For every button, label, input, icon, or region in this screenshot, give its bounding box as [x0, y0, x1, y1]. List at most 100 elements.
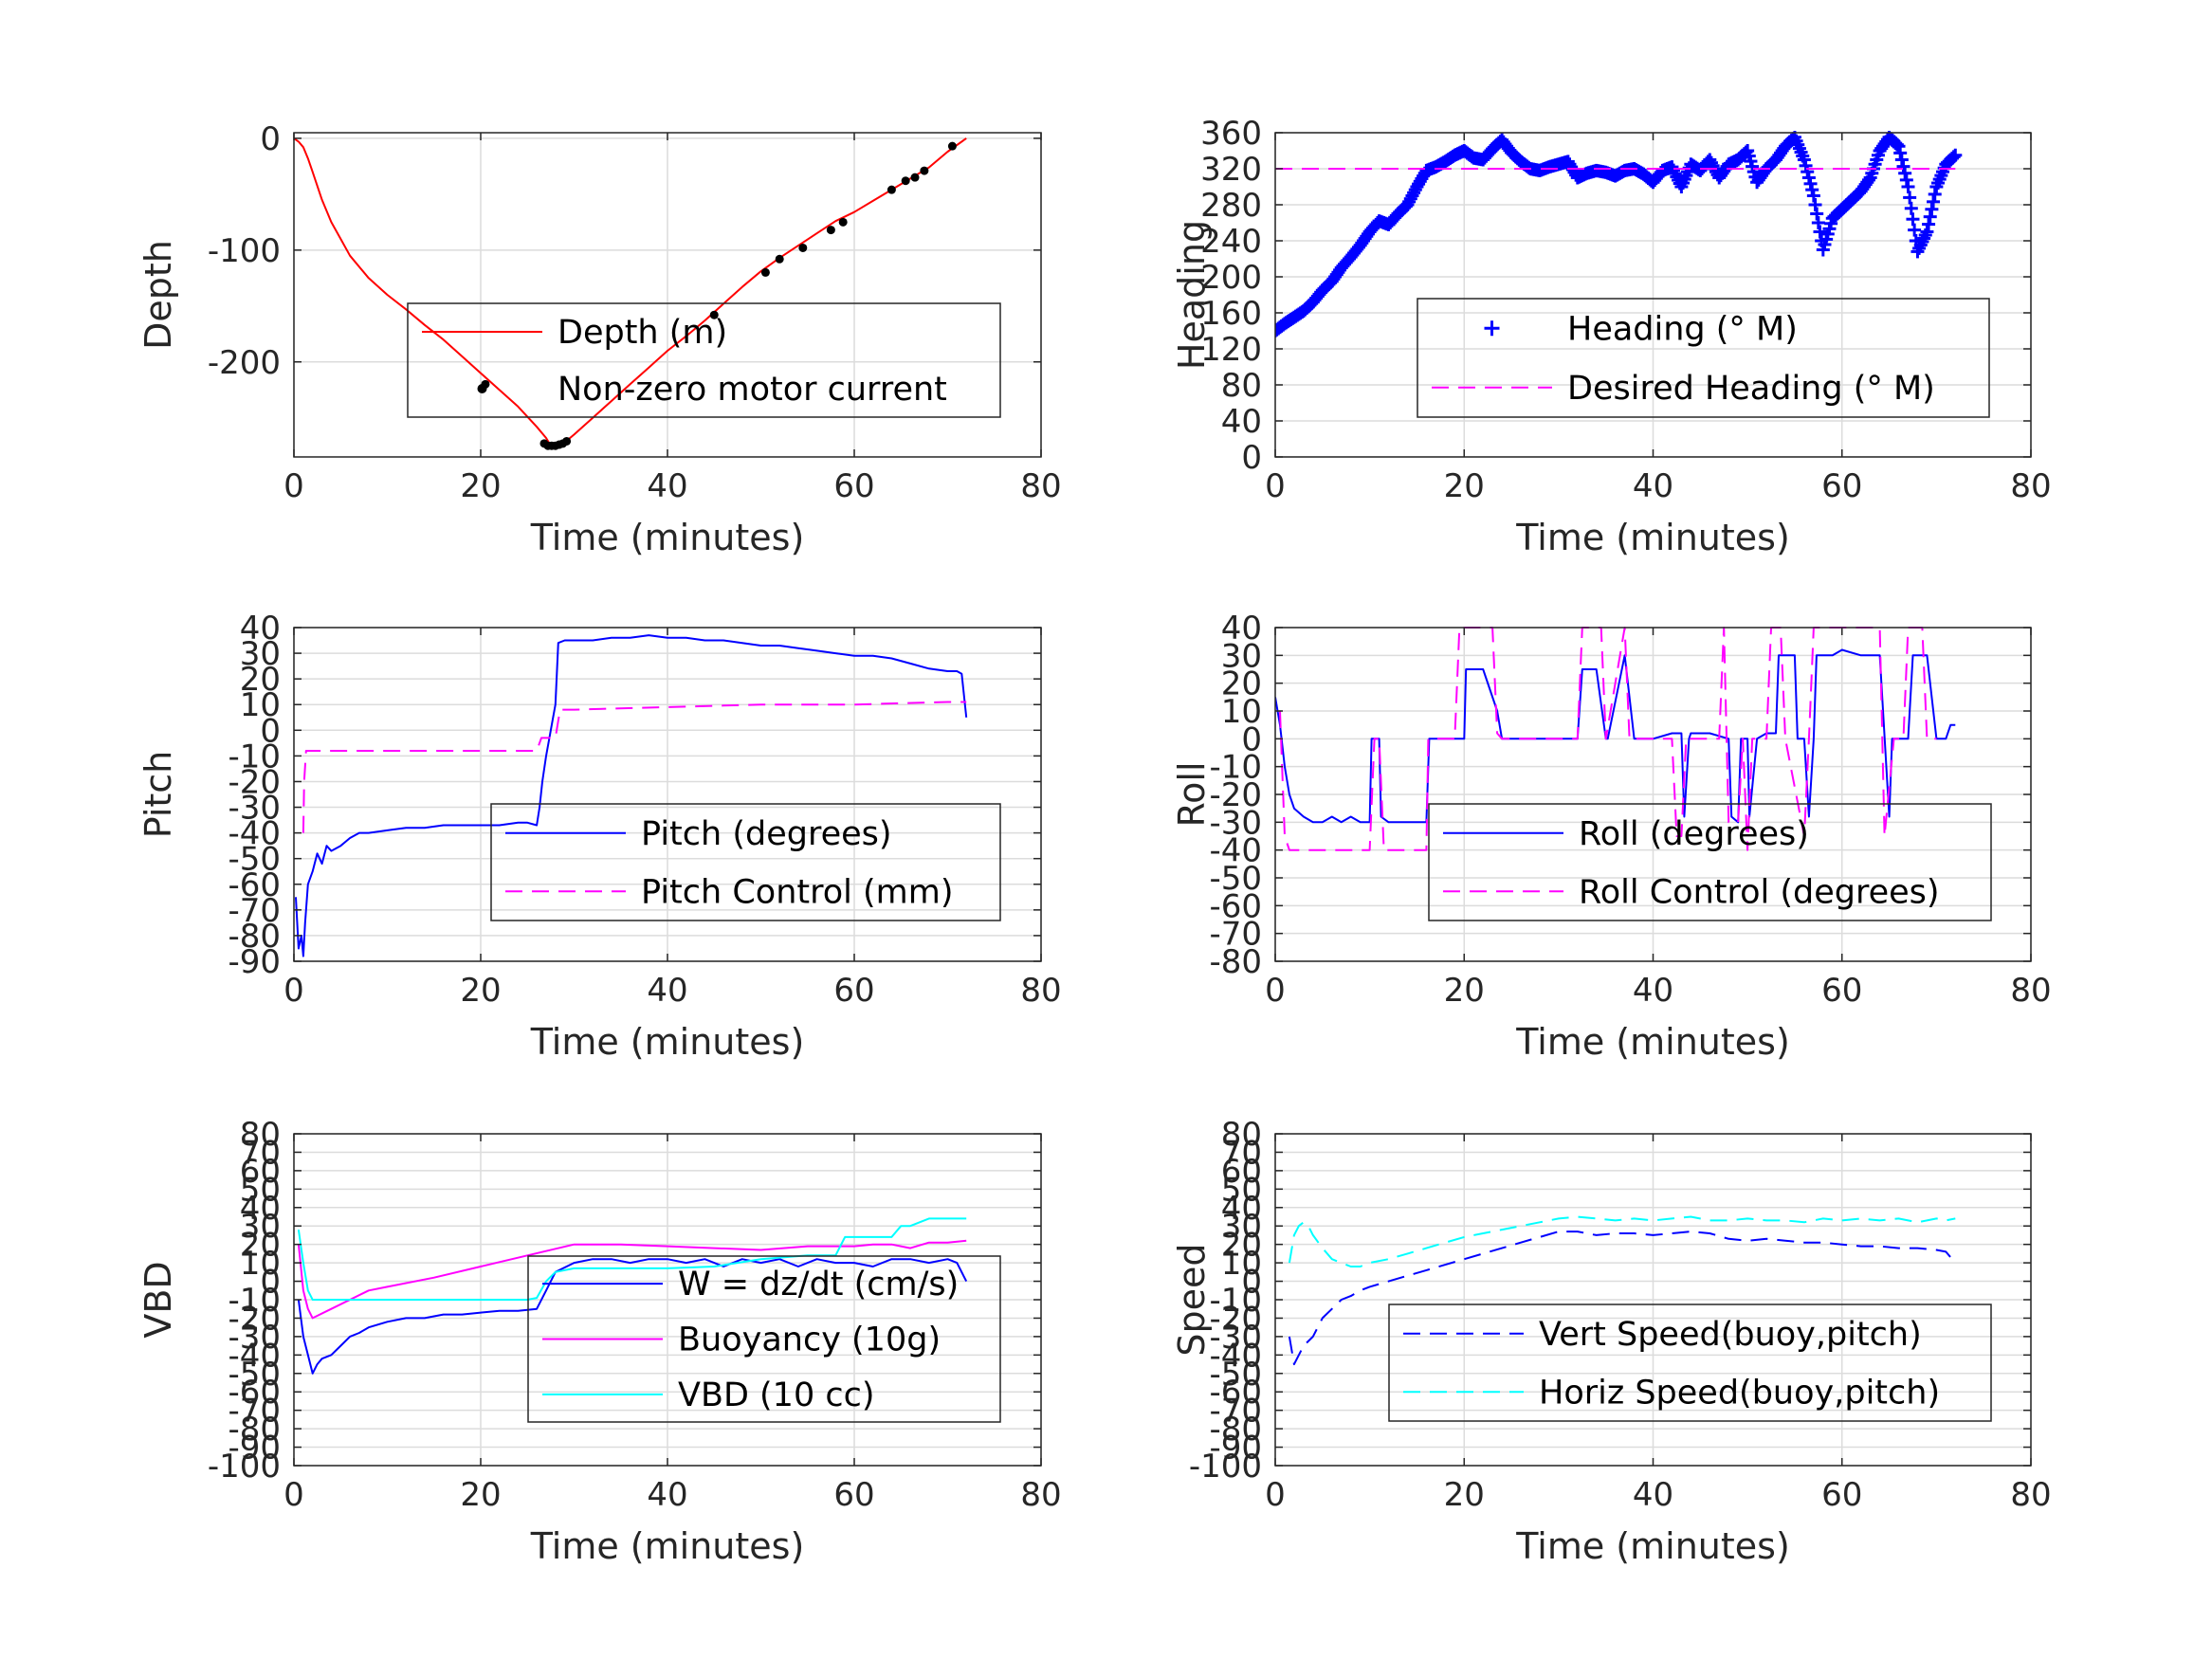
vbd-series-1-line [297, 1239, 967, 1320]
heading-series-0-point-398 [1894, 153, 1909, 167]
speed-ytick-label-1: 70 [1221, 1134, 1262, 1172]
vbd-xtick-label-1: 20 [460, 1476, 501, 1514]
vbd-legend: W = dz/dt (cm/s) Buoyancy (10g) VBD (10 cc… [527, 1255, 1001, 1423]
heading-series-0-point-377 [1861, 173, 1875, 187]
vbd-legend-label-0: W = dz/dt (cm/s) [678, 1266, 959, 1304]
vbd-ytick-label-9: -10 [228, 1282, 281, 1320]
vbd-legend-box [527, 1255, 1001, 1423]
vbd-ytick-label-14: -60 [228, 1374, 281, 1412]
speed-series-0-line [1288, 1231, 1957, 1366]
heading-series-0-point-414 [1920, 225, 1934, 239]
speed-xtick-label-2: 40 [1633, 1476, 1673, 1514]
heading-ytick-label-4: 160 [1200, 295, 1262, 333]
depth-legend: Depth (m) Non-zero motor current [407, 302, 1001, 418]
heading-ylabel: Heading [1171, 220, 1213, 370]
speed-ytick-label-0: 80 [1221, 1116, 1262, 1154]
roll-xtick-label-3: 60 [1821, 972, 1862, 1010]
roll-xlabel: Time (minutes) [1515, 1021, 1790, 1063]
pitch-legend-label-0: Pitch (degrees) [641, 815, 892, 853]
heading-series-0-point-415 [1922, 217, 1936, 231]
depth-ytick-label-0: 0 [260, 120, 281, 158]
speed-ytick-label-11: -30 [1209, 1319, 1262, 1357]
speed-ytick-label-12: -40 [1209, 1337, 1262, 1375]
vbd-ytick-label-16: -80 [228, 1411, 281, 1449]
vbd-data [297, 1217, 968, 1375]
speed-ytick-label-4: 40 [1221, 1190, 1262, 1228]
pitch-legend-label-1: Pitch Control (mm) [641, 873, 953, 911]
heading-series-0-point-339 [1801, 171, 1816, 185]
heading-ytick-label-8: 320 [1200, 151, 1262, 189]
depth-legend-swatch-1 [477, 384, 487, 393]
roll-ytick-label-4: 0 [1241, 720, 1262, 758]
roll-legend-label-1: Roll Control (degrees) [1579, 873, 1940, 911]
heading-ytick-label-5: 200 [1200, 259, 1262, 297]
roll-ytick-label-12: -80 [1209, 943, 1262, 981]
speed-legend-box [1388, 1304, 1992, 1422]
heading-ytick-label-1: 40 [1221, 403, 1262, 441]
speed-ytick-label-7: 10 [1221, 1245, 1262, 1283]
depth-legend-label-0: Depth (m) [558, 314, 727, 352]
roll-ylabel: Roll [1171, 761, 1213, 827]
speed-xlabel: Time (minutes) [1515, 1525, 1790, 1567]
heading-xtick-label-1: 20 [1444, 467, 1485, 505]
roll-ytick-label-5: -10 [1209, 749, 1262, 787]
heading-series-0-point-343 [1808, 198, 1822, 211]
pitch-xtick-label-4: 80 [1020, 972, 1061, 1010]
roll-ytick-label-6: -20 [1209, 776, 1262, 814]
pitch-xtick-label-0: 0 [283, 972, 304, 1010]
vbd-ytick-label-1: 70 [240, 1134, 281, 1172]
speed-ytick-label-2: 60 [1221, 1153, 1262, 1191]
pitch-ytick-label-7: -30 [228, 790, 281, 828]
roll-xtick-label-4: 80 [2010, 972, 2051, 1010]
heading-series-0-point-405 [1906, 212, 1920, 227]
vbd-xtick-label-3: 60 [833, 1476, 874, 1514]
speed-legend: Vert Speed(buoy,pitch) Horiz Speed(buoy,p… [1388, 1304, 1992, 1422]
vbd-ytick-label-17: -90 [228, 1430, 281, 1468]
speed-ytick-label-6: 20 [1221, 1227, 1262, 1265]
heading-series-0-point-396 [1892, 139, 1906, 154]
depth-data [294, 137, 967, 450]
heading-ytick-label-3: 120 [1200, 331, 1262, 369]
heading-series-0-point-399 [1896, 159, 1910, 173]
depth-series-1-point-11 [798, 243, 808, 252]
speed-legend-label-1: Horiz Speed(buoy,pitch) [1539, 1374, 1940, 1412]
heading-series-0-point-346 [1813, 225, 1827, 239]
vbd-series-2-line [297, 1217, 967, 1301]
pitch-xtick-label-3: 60 [833, 972, 874, 1010]
vbd-xlabel: Time (minutes) [530, 1525, 805, 1567]
heading-series-0-point-417 [1925, 202, 1939, 216]
depth-panel: 0 20 40 60 80 0 -100 -200 Time (minutes) Depth Dep… [137, 120, 1062, 558]
depth-series-1-point-17 [920, 166, 929, 175]
depth-xtick-label-3: 60 [833, 467, 874, 505]
vbd-ytick-label-0: 80 [240, 1116, 281, 1154]
speed-ytick-label-16: -80 [1209, 1411, 1262, 1449]
speed-ytick-label-8: 0 [1241, 1264, 1262, 1302]
heading-series-0-point-397 [1893, 146, 1908, 160]
vbd-ytick-label-15: -70 [228, 1393, 281, 1431]
roll-ytick-label-1: 30 [1221, 637, 1262, 675]
depth-series-1-point-14 [887, 185, 896, 194]
heading-ytick-label-7: 280 [1200, 187, 1262, 225]
speed-xtick-label-4: 80 [2010, 1476, 2051, 1514]
depth-series-1-point-13 [838, 217, 848, 227]
pitch-ytick-label-6: -20 [228, 763, 281, 801]
heading-legend-label-0: Heading (° M) [1567, 310, 1798, 348]
vbd-ytick-label-5: 30 [240, 1208, 281, 1246]
pitch-ytick-label-0: 40 [240, 610, 281, 647]
heading-series-0-point-345 [1811, 216, 1825, 229]
depth-series-1-point-12 [826, 226, 835, 235]
roll-xtick-label-1: 20 [1444, 972, 1485, 1010]
depth-series-1-point-9 [760, 267, 770, 277]
pitch-ytick-label-2: 20 [240, 661, 281, 699]
depth-ytick-label-1: -100 [208, 232, 281, 270]
depth-ylabel: Depth [137, 240, 179, 350]
speed-ytick-label-17: -90 [1209, 1430, 1262, 1468]
pitch-ytick-label-4: 0 [260, 712, 281, 750]
roll-ytick-label-2: 20 [1221, 665, 1262, 703]
speed-ytick-label-3: 50 [1221, 1171, 1262, 1209]
roll-legend-label-0: Roll (degrees) [1579, 815, 1809, 853]
roll-ytick-label-7: -30 [1209, 804, 1262, 842]
vbd-ytick-label-7: 10 [240, 1245, 281, 1283]
vbd-ytick-label-6: 20 [240, 1227, 281, 1265]
